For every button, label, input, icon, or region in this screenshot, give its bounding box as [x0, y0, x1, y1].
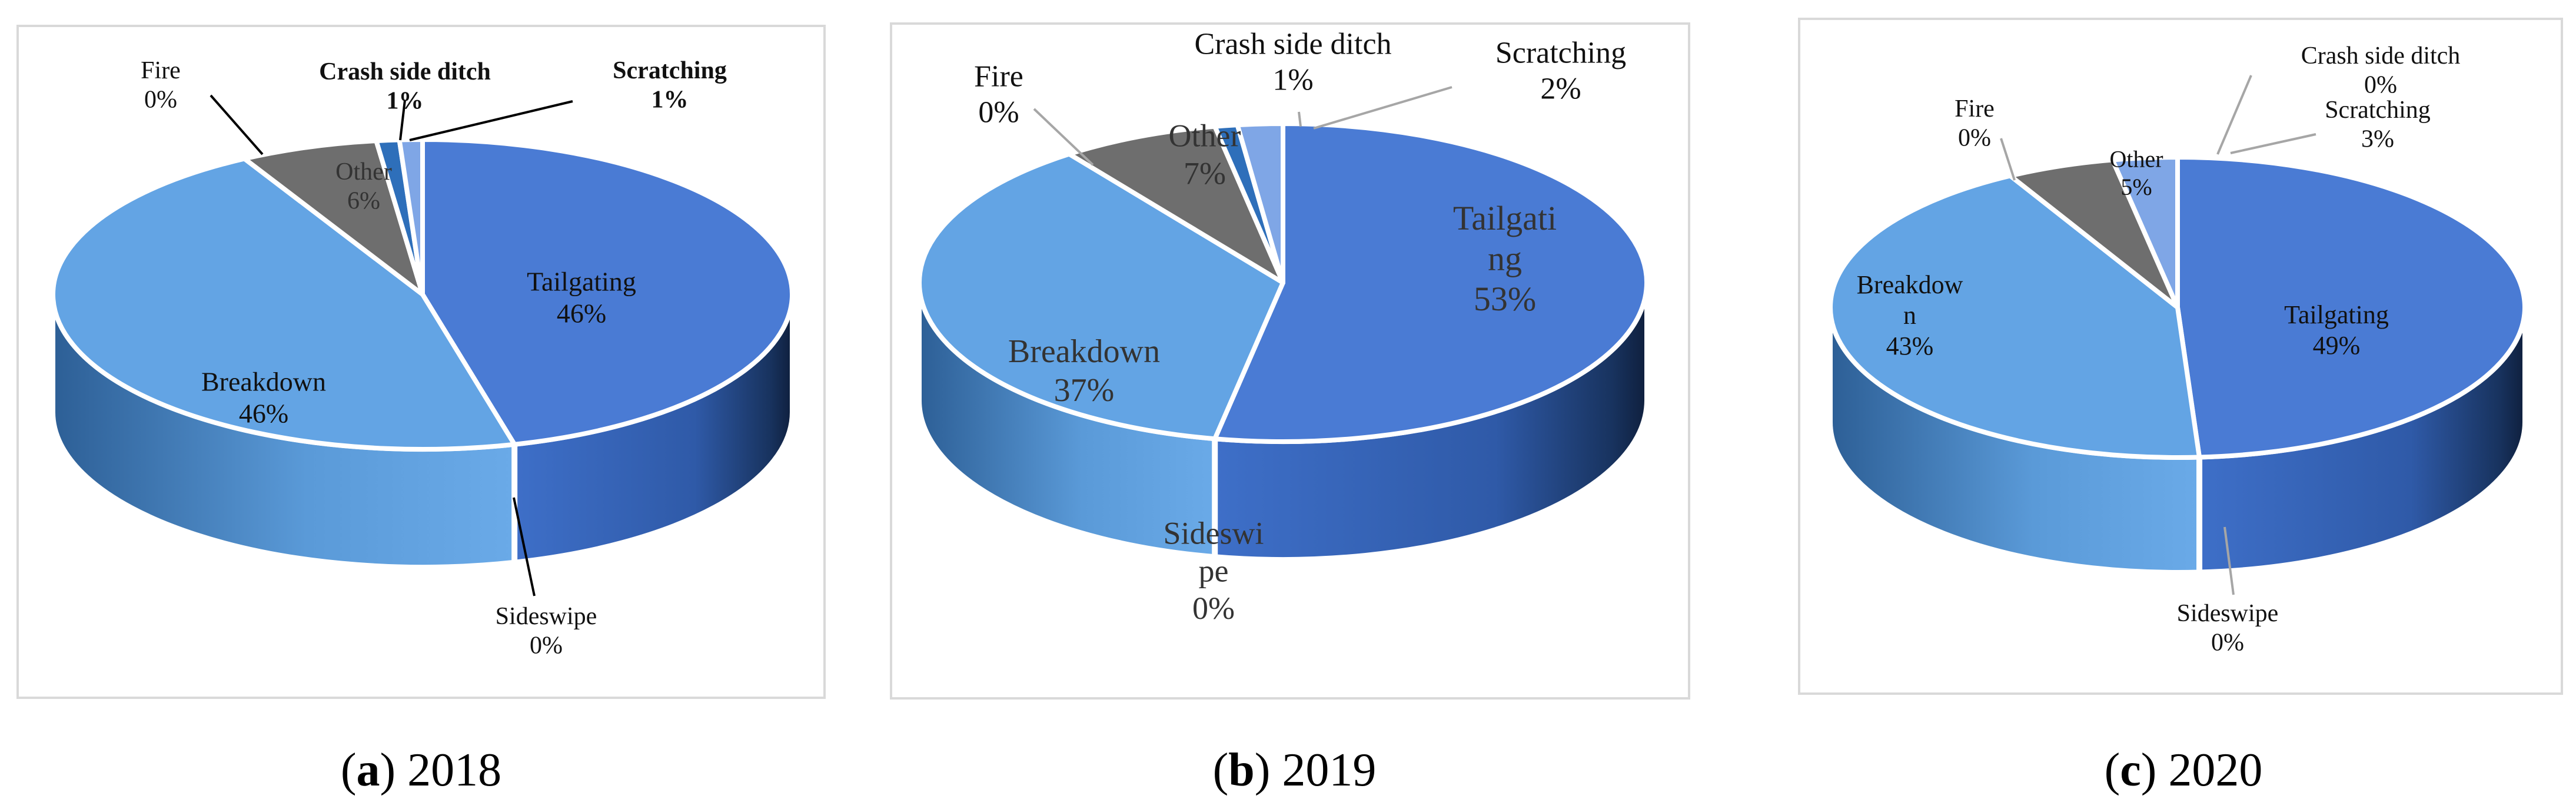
- caption-year: 2020: [2168, 744, 2263, 796]
- slice-tailgating: [420, 137, 795, 447]
- slice-value-sideswipe: 0%: [530, 632, 563, 659]
- slice-label-tailgating: Tailgating: [527, 266, 636, 296]
- slice-value-other: 6%: [347, 187, 380, 214]
- slice-value-scratching: 2%: [1540, 72, 1581, 106]
- slice-label-fire: Fire: [141, 57, 181, 84]
- slice-breakdown: [917, 151, 1285, 442]
- slice-other: [242, 138, 425, 297]
- slice-value-crash-side-ditch: 1%: [387, 87, 424, 114]
- caption-year: 2018: [407, 744, 502, 796]
- slice-breakdown: [51, 156, 517, 452]
- slice-value-sideswipe: 0%: [2211, 629, 2244, 656]
- leader-line-fire: [1033, 108, 1094, 166]
- slice-value-fire: 0%: [1958, 124, 1991, 151]
- slice-label-crash-side-ditch: Crash side ditch: [1194, 27, 1391, 61]
- slice-label-fire: Fire: [1955, 95, 1995, 122]
- leader-line-sideswipe: [513, 497, 536, 596]
- leader-line-scratching: [409, 100, 573, 141]
- slice-label-tailgating: Tailgating: [2284, 300, 2389, 329]
- caption-year: 2019: [1282, 744, 1377, 796]
- slice-label-tailgating: Tailgati: [1453, 199, 1557, 237]
- slice-scratching: [1235, 121, 1285, 285]
- slice-label-scratching: Scratching: [613, 57, 727, 84]
- slice-value-tailgating: 53%: [1474, 280, 1536, 318]
- chart-caption: (a) 2018: [340, 744, 502, 796]
- slice-label-sideswipe: Sideswi: [1163, 516, 1264, 551]
- chart-caption: (c) 2020: [2104, 744, 2263, 796]
- leader-line-fire: [2000, 138, 2016, 181]
- chart-caption: (b) 2019: [1212, 744, 1377, 796]
- pie-chart-2020: Tailgating 49% Sideswipe 0% Breakdow n 43% Fire…: [1798, 0, 2569, 812]
- leader-line-sideswipe: [2223, 526, 2235, 595]
- slice-value-breakdown: 46%: [239, 399, 288, 429]
- pie-chart-2018: Tailgating 46% Sideswipe 0% Breakdown 46% Fire…: [16, 0, 826, 812]
- slice-label-sideswipe: Sideswipe: [2177, 600, 2279, 627]
- pie-svg: Tailgating53%Sideswipe0%Breakdown37%Fire…: [917, 27, 1649, 626]
- slice-value-crash-side-ditch: 0%: [2364, 71, 2397, 98]
- slice-label-breakdown: Breakdown: [201, 366, 326, 396]
- slice-label-scratching: Scratching: [2325, 97, 2431, 124]
- leader-line-scratching: [1313, 86, 1452, 130]
- slice-value-tailgating: 49%: [2313, 331, 2361, 360]
- leader-line-fire: [210, 94, 264, 155]
- slice-value-scratching: 1%: [652, 86, 689, 113]
- leader-line-crash-side-ditch: [1298, 111, 1302, 127]
- slice-value-breakdown: 37%: [1054, 372, 1115, 409]
- pie-svg: Tailgating46%Sideswipe0%Breakdown46%Fire…: [51, 57, 795, 659]
- slice-label-other: Other: [2109, 146, 2163, 173]
- slice-label-scratching: Scratching: [1495, 36, 1626, 69]
- slice-value-fire: 0%: [144, 86, 177, 113]
- slice-label-sideswipe: pe: [1199, 553, 1229, 588]
- slice-value-breakdown: 43%: [1886, 332, 1934, 360]
- slice-value-scratching: 3%: [2361, 125, 2394, 153]
- pie-chart-2019: Tailgati ng 53% Sideswi pe 0% Breakdown 37% Fire…: [890, 0, 1699, 812]
- slice-label-breakdown: Breakdow: [1857, 270, 1963, 299]
- slice-value-fire: 0%: [978, 96, 1019, 130]
- slice-scratching: [2110, 155, 2180, 310]
- slice-label-fire: Fire: [974, 59, 1023, 93]
- caption-letter: c: [2120, 744, 2141, 796]
- slice-label-breakdown: Breakdown: [1008, 333, 1160, 370]
- caption-letter: a: [356, 744, 380, 796]
- slice-label-crash-side-ditch: Crash side ditch: [319, 58, 491, 85]
- caption-letter: b: [1228, 744, 1255, 796]
- leader-line-crash-side-ditch: [399, 100, 406, 141]
- pie-svg: Tailgating49%Sideswipe0%Breakdown43%Fire…: [1828, 42, 2528, 656]
- slice-tailgating: [2175, 155, 2528, 460]
- slice-label-crash-side-ditch: Crash side ditch: [2301, 42, 2461, 69]
- slice-breakdown: [1828, 173, 2202, 460]
- slice-label-other: Other: [335, 158, 392, 185]
- slice-tailgating: [1212, 121, 1649, 444]
- slice-label-other: Other: [1169, 118, 1241, 154]
- slice-value-crash-side-ditch: 1%: [1272, 64, 1313, 97]
- slice-label-tailgating: ng: [1488, 239, 1522, 277]
- leader-line-scratching: [2230, 133, 2316, 154]
- slice-label-breakdown: n: [1903, 301, 1916, 330]
- slice-label-sideswipe: Sideswipe: [496, 603, 597, 630]
- slice-value-other: 5%: [2120, 174, 2152, 200]
- slice-value-other: 7%: [1184, 155, 1226, 191]
- slice-value-tailgating: 46%: [557, 299, 606, 329]
- slice-value-sideswipe: 0%: [1192, 591, 1235, 626]
- leader-line-crash-side-ditch: [2216, 75, 2252, 155]
